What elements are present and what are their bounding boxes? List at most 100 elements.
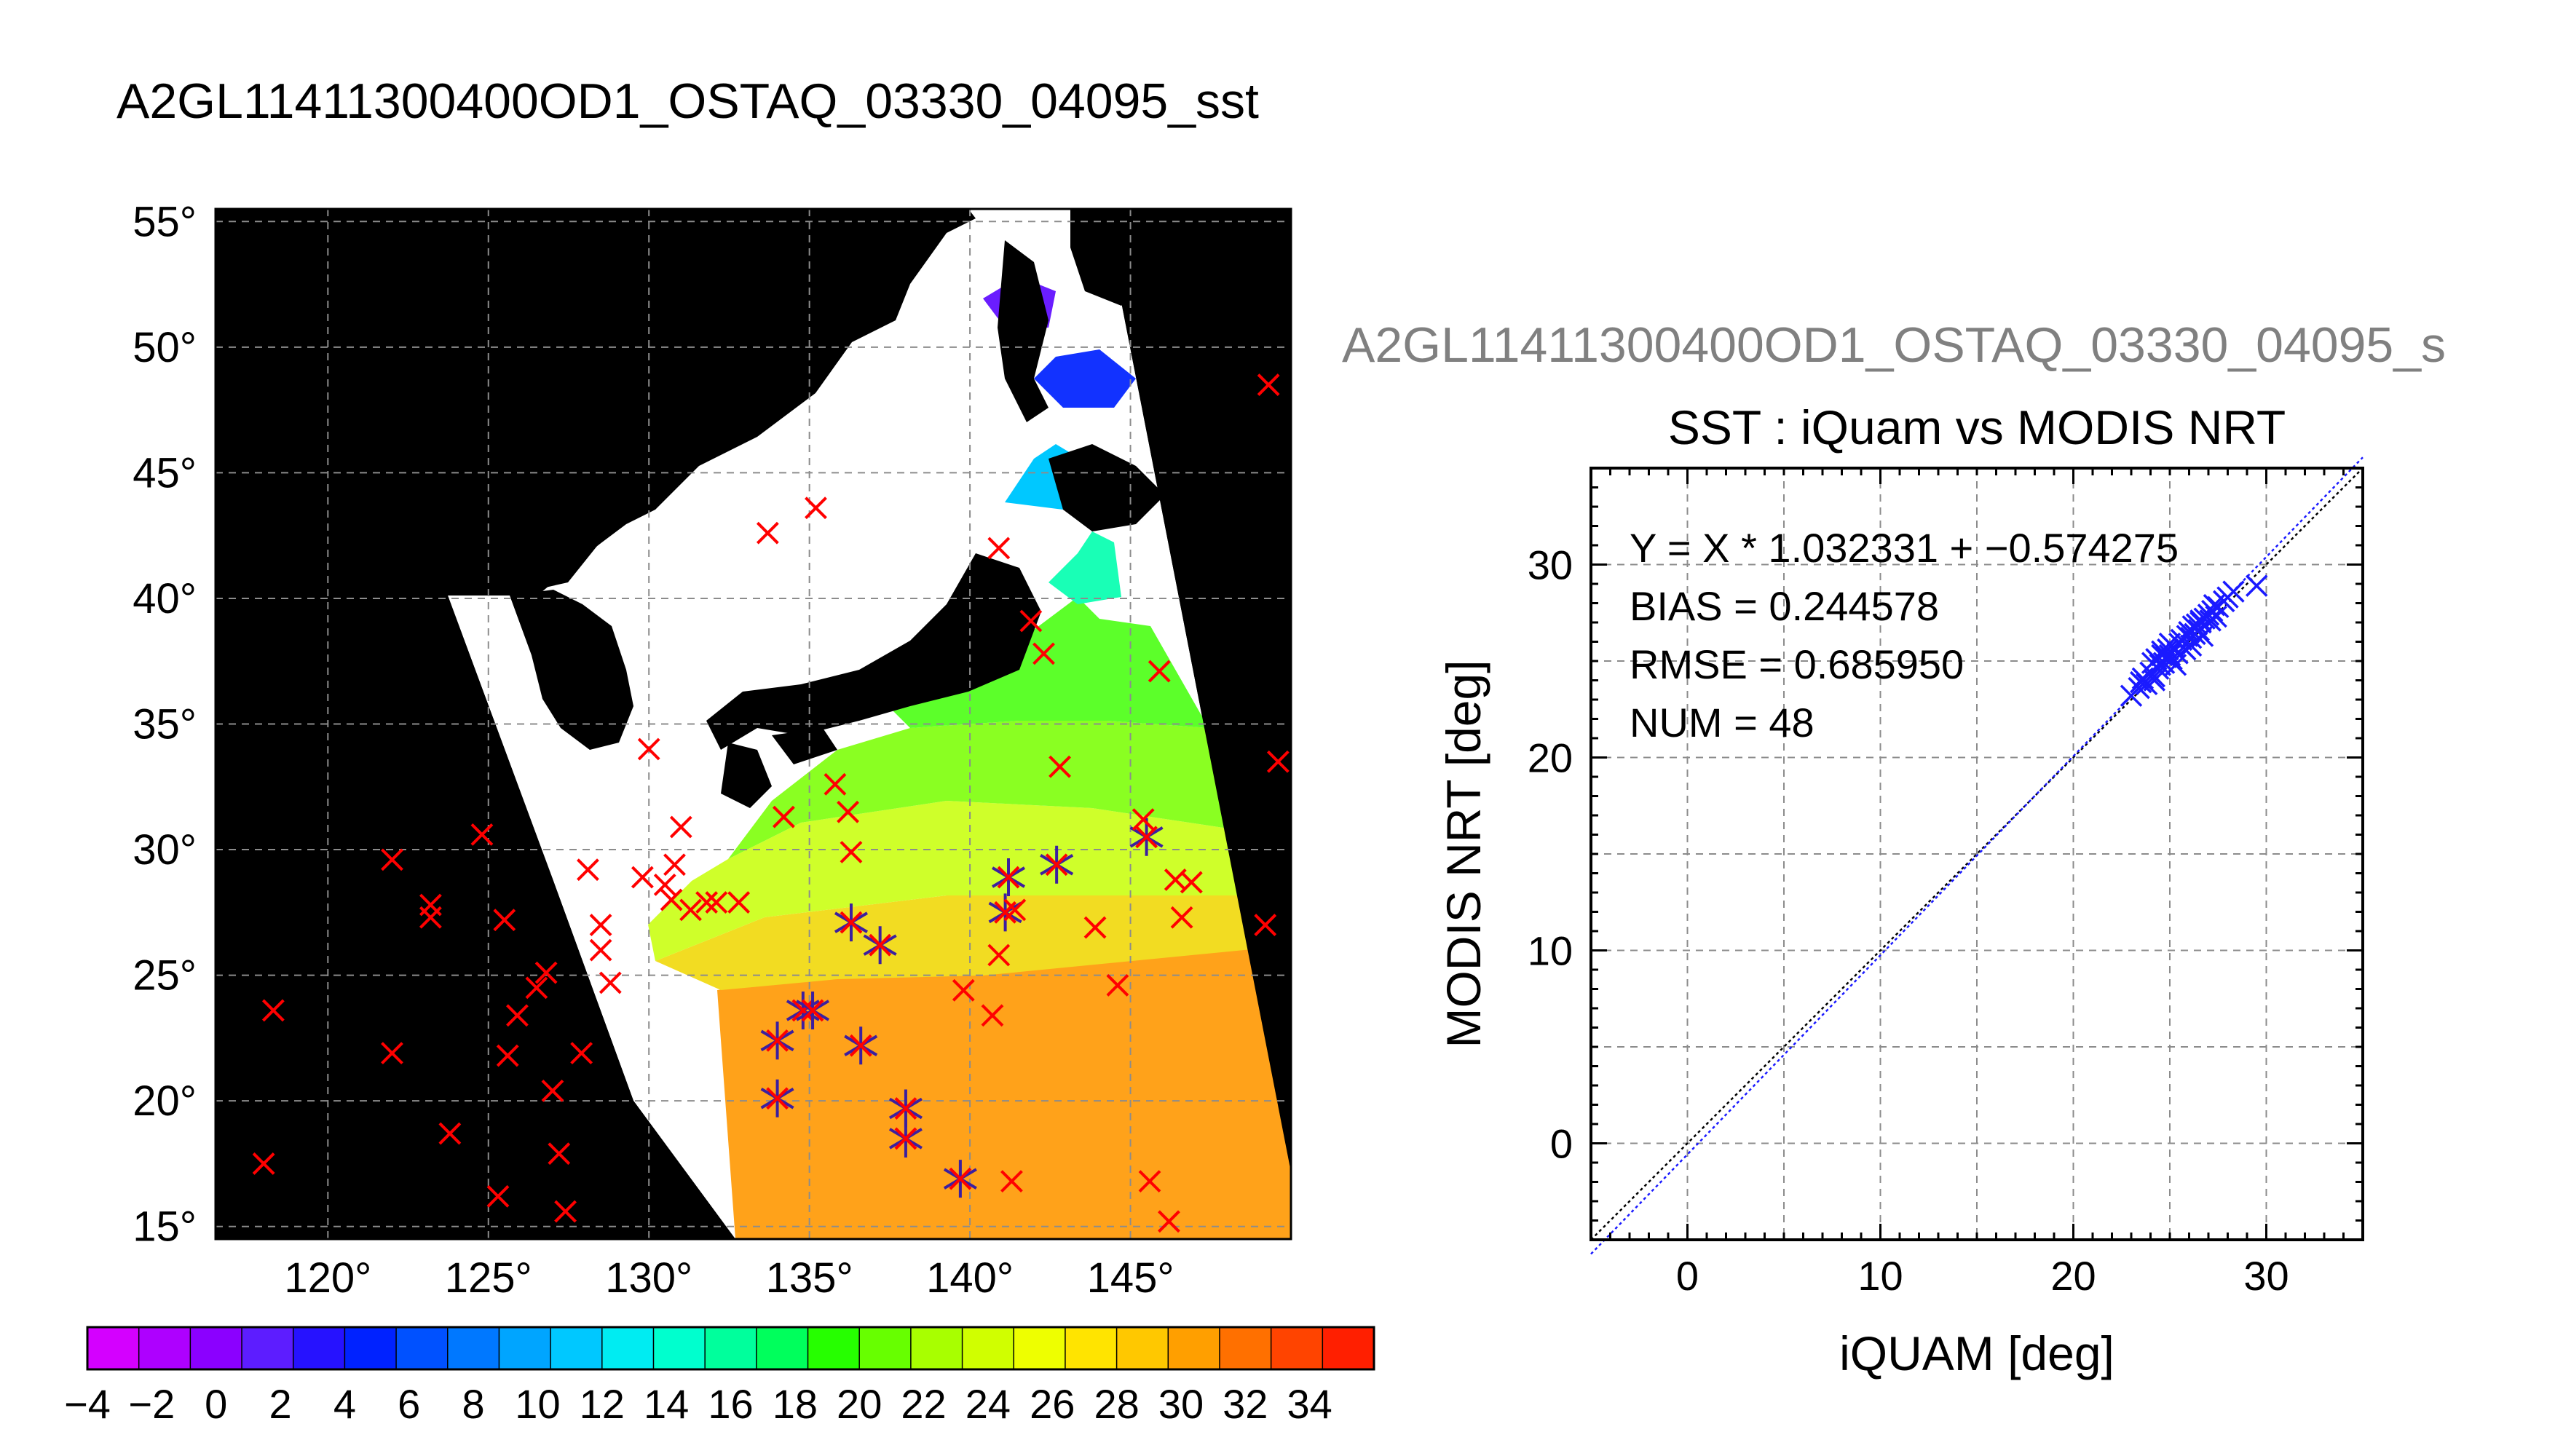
scatter-point [2246,574,2268,597]
map-lon-tick-label: 135° [766,1254,853,1302]
map-iquam-marker [660,888,683,911]
sst-field-green [728,721,1238,859]
colorbar-cell [293,1327,346,1369]
scatter-point [2189,609,2212,632]
y-tick-label: 30 [1528,542,1573,588]
colorbar-tick-label: 14 [644,1381,689,1427]
scatter-point [2187,619,2210,641]
colorbar-cell [705,1327,757,1369]
land-korea-asia [216,209,976,596]
map-iquam-marker [1132,808,1155,831]
map-iquam-marker [1135,826,1158,849]
stats-text-block: Y = X * 1.032331 + −0.574275 BIAS = 0.244… [1630,525,2179,745]
map-iquam-marker [1158,1210,1180,1233]
colorbar-cell [807,1327,860,1369]
scatter-overlay-title: A2GL11411300400OD1_OSTAQ_03330_04095_s [1342,317,2446,373]
map-iquam-marker [1170,906,1193,929]
colorbar-cell [344,1327,397,1369]
sst-field-orange [717,939,1291,1239]
land-sakhalin [998,240,1049,422]
colorbar-tick-label: 8 [462,1381,485,1427]
map-iquam-marker [631,866,654,889]
map-longitude-labels: 120° 125° 130° 135° 140° 145° [284,1254,1174,1302]
scatter-point [2201,599,2224,622]
map-iquam-marker [486,1184,510,1208]
land-korean-peninsula [510,590,633,750]
colorbar-tick-label: 16 [708,1381,753,1427]
map-iquam-marker [997,866,1020,889]
map-iquam-marker [1083,916,1107,939]
colorbar-cell [87,1327,140,1369]
scatter-tick-marks [1590,467,2364,1241]
colorbar-cell [910,1327,963,1369]
map-iquam-marker [599,971,622,994]
map-iquam-marker [1049,755,1071,778]
colorbar-tick-label: −2 [128,1381,175,1427]
colorbar-tick-label: 20 [837,1381,882,1427]
map-iquam-marker [381,848,403,871]
map-iquam-marker [1003,898,1027,922]
map-iquam-marker [894,1097,917,1120]
map-iquam-marker [849,1034,872,1057]
x-tick-label: 20 [2050,1253,2096,1299]
stats-line: BIAS = 0.244578 [1630,583,1939,629]
land-japan-honshu [706,553,1041,750]
colorbar-tick-label: −4 [64,1381,111,1427]
colorbar-tick-label: 10 [515,1381,560,1427]
map-lon-tick-label: 120° [284,1254,371,1302]
map-iquam-marker [987,537,1011,560]
map-iquam-marker [1180,871,1203,894]
x-tick-label: 10 [1857,1253,1903,1299]
map-iquam-marker [669,815,692,839]
scatter-point [2158,632,2181,655]
map-iquam-marker [496,1044,519,1067]
scatter-fit-lines [1590,456,2364,1255]
map-iquam-marker [1266,750,1290,773]
colorbar-tick-label: 32 [1223,1381,1268,1427]
map-iquam-marker [438,1122,462,1145]
colorbar-cell [756,1327,809,1369]
y-tick-label: 20 [1528,735,1573,781]
colorbar-tick-label: 28 [1094,1381,1139,1427]
map-iquam-marker [252,1152,275,1175]
colorbar-cell [499,1327,551,1369]
map-iquam-marker [894,1127,917,1150]
colorbar-cell [859,1327,912,1369]
scatter-point [2173,638,2197,661]
map-iquam-marker [1257,373,1280,396]
x-tick-label: 30 [2243,1253,2289,1299]
map-iquam-marker [791,999,815,1022]
colorbar-cell [962,1327,1015,1369]
map-iquam-marker [766,1029,789,1052]
colorbar-cell [1014,1327,1066,1369]
map-iquam-marker [801,999,824,1022]
scatter-point [2222,580,2245,603]
map-iquam-marker [525,976,548,1000]
map-lat-tick-label: 35° [133,701,197,748]
chart-title: SST : iQuam vs MODIS NRT [1668,400,2286,454]
map-lat-tick-label: 20° [133,1077,197,1125]
map-lon-tick-label: 140° [926,1254,1014,1302]
colorbar-frame [86,1326,1375,1371]
map-iquam-marker [1000,1170,1023,1193]
map-iquam-marker [840,841,863,863]
scatter-point [2164,654,2187,676]
colorbar-cell [447,1327,500,1369]
map-iquam-marker [577,858,599,882]
colorbar-cell [601,1327,655,1369]
colorbar-cell [396,1327,449,1369]
sst-field-blue [1034,349,1136,408]
map-iquam-marker [679,898,702,922]
colorbar-tick-label: 30 [1158,1381,1204,1427]
colorbar-cell [550,1327,603,1369]
colorbar-tick-label: 4 [333,1381,356,1427]
y-axis-label: MODIS NRT [deg] [1437,660,1490,1048]
map-lat-tick-label: 55° [133,198,197,245]
map-iquam-marker [952,978,975,1002]
scatter-y-tick-labels: 0 10 20 30 [1528,542,1573,1167]
colorbar-tick-label: 26 [1030,1381,1075,1427]
regression-fit-line [1590,456,2364,1255]
sst-field-green-north [881,597,1209,728]
map-iquam-marker [653,873,676,896]
map-iquam-marker [981,1004,1004,1027]
